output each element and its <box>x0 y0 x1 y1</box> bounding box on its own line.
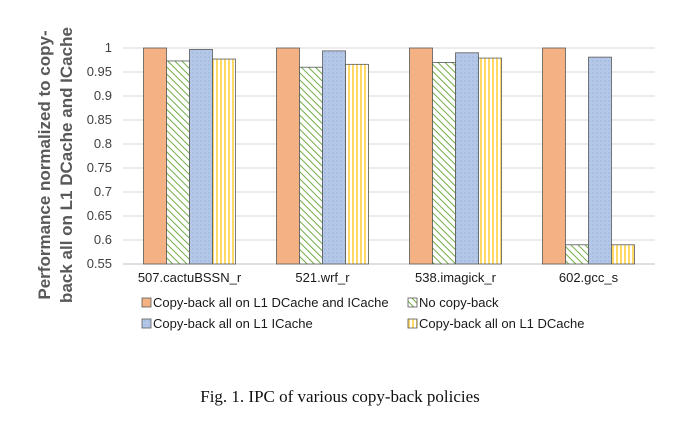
bar-4 <box>345 63 369 265</box>
y-tick-label: 0.55 <box>87 256 112 271</box>
bar-4 <box>212 58 236 265</box>
y-tick-label: 0.85 <box>87 112 112 127</box>
bar-1 <box>409 47 433 265</box>
legend-swatch <box>407 318 418 329</box>
legend-label: Copy-back all on L1 ICache <box>153 316 313 331</box>
x-category-label: 507.cactuBSSN_r <box>138 270 242 285</box>
legend-swatch <box>407 297 418 308</box>
bar-2 <box>299 66 323 265</box>
bar-1 <box>276 47 300 265</box>
bar-2 <box>166 60 190 265</box>
y-tick-label: 0.95 <box>87 64 112 79</box>
legend-swatch <box>141 318 152 329</box>
bar-3 <box>322 50 346 265</box>
y-axis-ticks: 0.55 0.6 0.65 0.7 0.75 0.8 0.85 0.9 0.95 1 <box>87 40 112 271</box>
figure-caption: Fig. 1. IPC of various copy-back policie… <box>200 387 480 406</box>
bar-3 <box>455 52 479 265</box>
y-tick-label: 0.9 <box>94 88 112 103</box>
bar-4 <box>478 57 502 265</box>
y-axis-label-line-1: Performance normalized to copy- <box>35 30 54 299</box>
bar-1 <box>542 47 566 265</box>
bar-2 <box>565 244 589 265</box>
y-axis-label-line-2: back all on L1 DCache and ICache <box>57 27 76 303</box>
bar-4 <box>611 244 635 265</box>
legend-label: Copy-back all on L1 DCache <box>419 316 584 331</box>
bars <box>143 47 635 265</box>
x-category-label: 521.wrf_r <box>295 270 350 285</box>
bar-chart: 0.55 0.6 0.65 0.7 0.75 0.8 0.85 0.9 0.95 1 507.ca… <box>35 27 655 331</box>
legend: Copy-back all on L1 DCache and ICache No … <box>141 295 584 331</box>
legend-label: No copy-back <box>419 295 499 310</box>
bar-2 <box>432 62 456 265</box>
legend-label: Copy-back all on L1 DCache and ICache <box>153 295 389 310</box>
legend-swatch <box>141 297 152 308</box>
bar-1 <box>143 47 167 265</box>
y-tick-label: 0.75 <box>87 160 112 175</box>
bar-3 <box>588 56 612 265</box>
y-tick-label: 0.8 <box>94 136 112 151</box>
y-tick-label: 0.6 <box>94 232 112 247</box>
y-tick-label: 0.65 <box>87 208 112 223</box>
bar-3 <box>189 49 213 265</box>
x-axis-categories: 507.cactuBSSN_r 521.wrf_r 538.imagick_r 602… <box>138 270 619 285</box>
y-tick-label: 1 <box>105 40 112 55</box>
y-tick-label: 0.7 <box>94 184 112 199</box>
x-category-label: 602.gcc_s <box>559 270 619 285</box>
x-category-label: 538.imagick_r <box>415 270 497 285</box>
